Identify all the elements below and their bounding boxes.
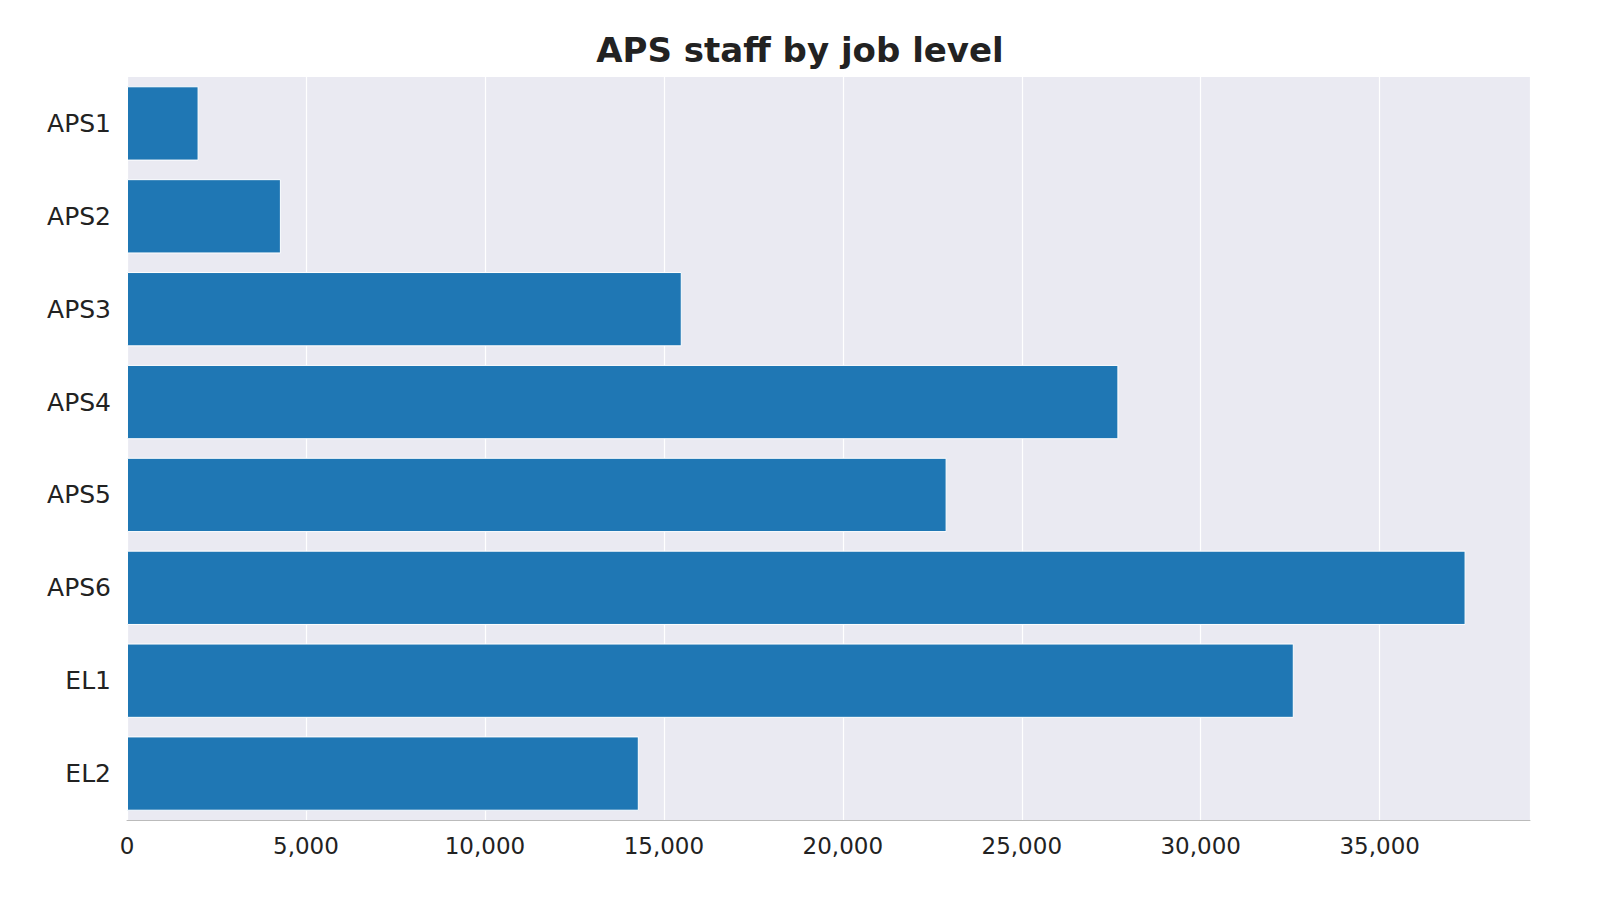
svg-text:EL1: EL1 bbox=[65, 666, 111, 695]
svg-text:APS1: APS1 bbox=[47, 109, 111, 138]
svg-text:15,000: 15,000 bbox=[624, 833, 704, 859]
svg-text:APS5: APS5 bbox=[47, 480, 111, 509]
svg-text:APS3: APS3 bbox=[47, 295, 111, 324]
svg-text:APS6: APS6 bbox=[47, 573, 111, 602]
svg-text:EL2: EL2 bbox=[65, 759, 111, 788]
svg-text:10,000: 10,000 bbox=[445, 833, 525, 859]
svg-text:20,000: 20,000 bbox=[803, 833, 883, 859]
svg-text:35,000: 35,000 bbox=[1339, 833, 1419, 859]
svg-text:25,000: 25,000 bbox=[982, 833, 1062, 859]
svg-text:APS2: APS2 bbox=[47, 202, 111, 231]
svg-text:0: 0 bbox=[120, 833, 135, 859]
svg-text:5,000: 5,000 bbox=[273, 833, 339, 859]
svg-text:APS staff by job level: APS staff by job level bbox=[596, 30, 1004, 70]
svg-text:APS4: APS4 bbox=[47, 388, 111, 417]
svg-text:30,000: 30,000 bbox=[1160, 833, 1240, 859]
